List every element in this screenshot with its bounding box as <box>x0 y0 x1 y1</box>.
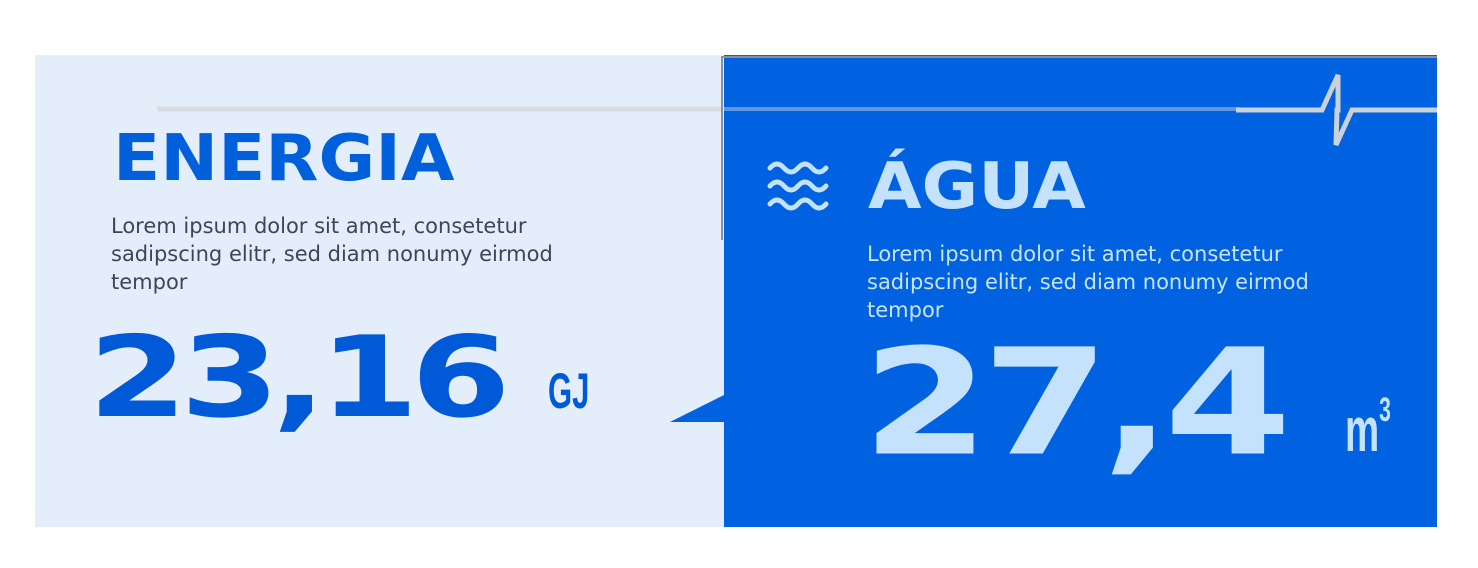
energy-panel <box>35 55 724 527</box>
water-value: 27,4 <box>862 318 1292 489</box>
water-unit-base: m <box>1345 396 1380 465</box>
energy-value: 23,16 <box>88 313 511 443</box>
energy-description: Lorem ipsum dolor sit amet, consetetur s… <box>111 214 553 294</box>
water-unit-superscript: 3 <box>1379 391 1391 430</box>
water-unit: m3 <box>1345 393 1391 462</box>
energy-title: ENERGIA <box>113 122 455 196</box>
water-description: Lorem ipsum dolor sit amet, consetetur s… <box>867 242 1309 322</box>
water-title: ÁGUA <box>868 150 1086 224</box>
energy-unit: GJ <box>548 363 590 419</box>
